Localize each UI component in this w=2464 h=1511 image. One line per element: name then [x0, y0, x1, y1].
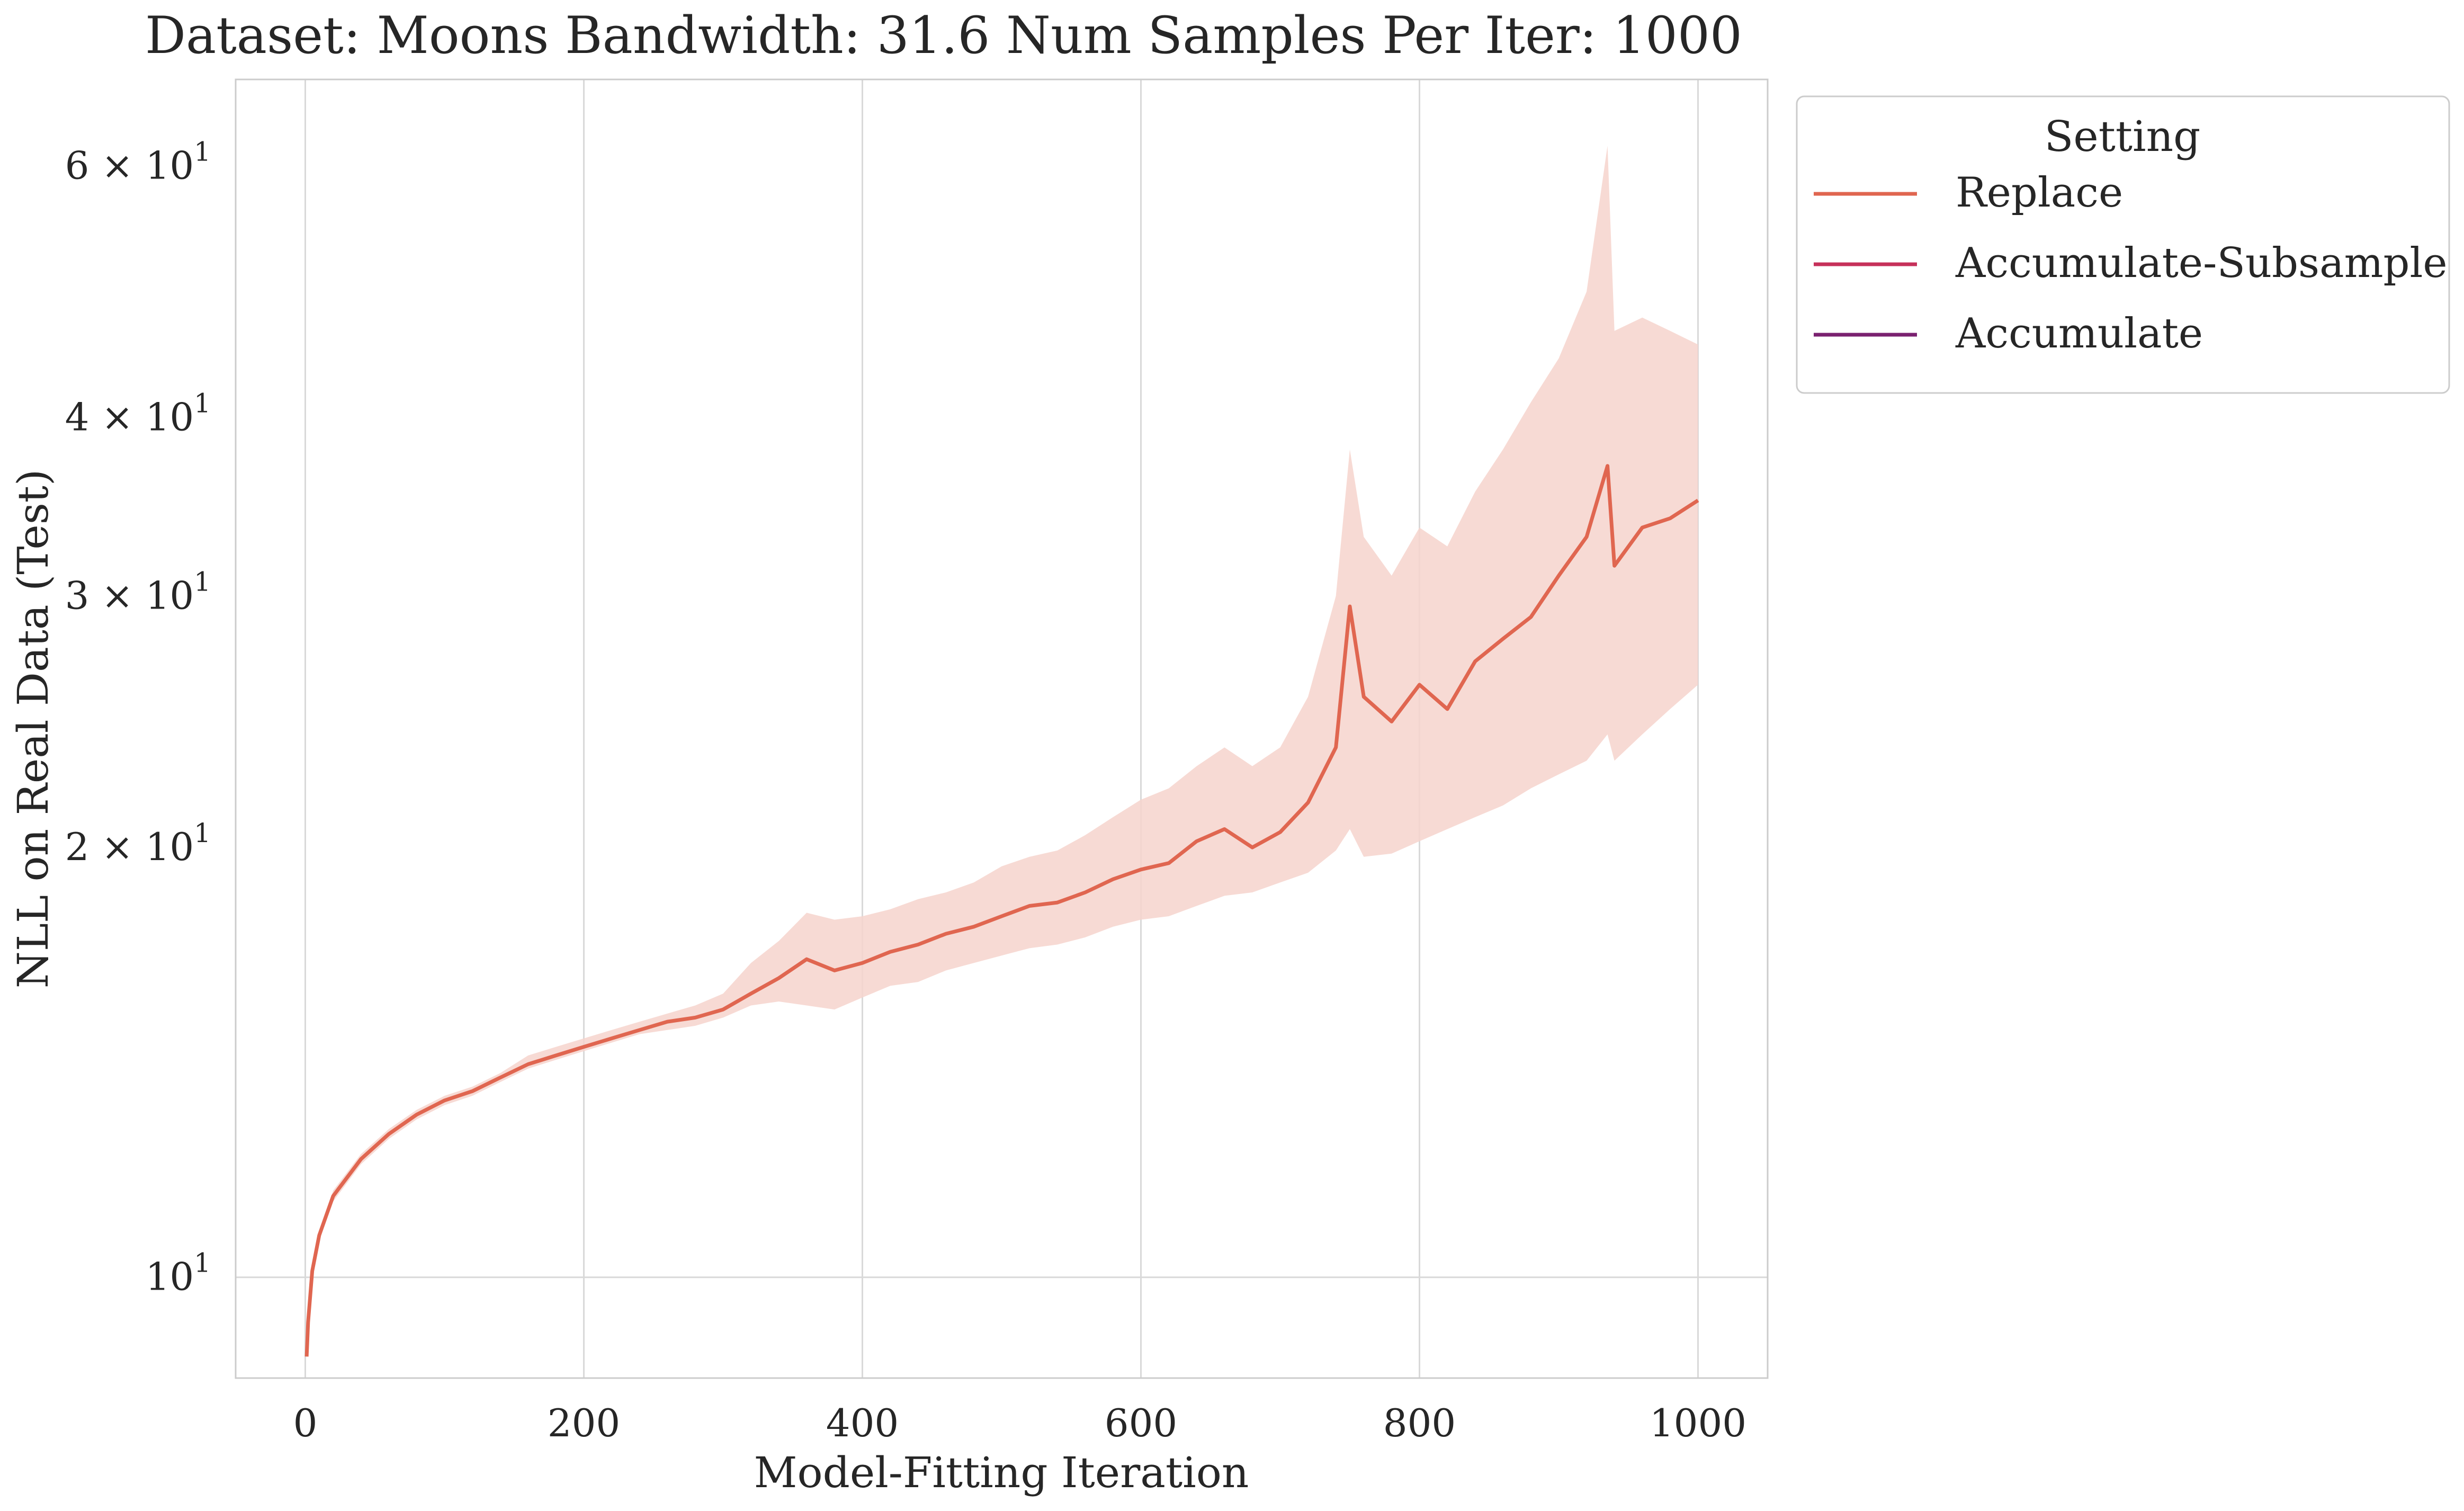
legend-label-0: Replace	[1956, 169, 2123, 217]
series-line-0	[304, 464, 1699, 1357]
legend-label-1: Accumulate-Subsample	[1955, 239, 2448, 287]
band-0	[307, 146, 1698, 1357]
legend-box	[1796, 95, 2450, 394]
x-tick-label-5: 1000	[1650, 1401, 1746, 1445]
y-axis-label: NLL on Real Data (Test)	[8, 469, 58, 988]
y-tick-label-0: 101	[146, 1248, 211, 1299]
y-axis-ticks: 101 2 × 101 3 × 101 4 × 101 6 × 101	[65, 137, 211, 1299]
y-tick-label-1: 2 × 101	[65, 818, 211, 869]
x-tick-label-0: 0	[293, 1401, 318, 1445]
legend-entries: Replace Accumulate-Subsample Accumulate	[1814, 169, 2448, 357]
y-tick-label-3: 4 × 101	[65, 388, 211, 439]
x-tick-label-4: 800	[1383, 1401, 1456, 1445]
confidence-bands	[307, 146, 1698, 1357]
legend: Setting Replace Accumulate-Subsample Accum…	[1796, 95, 2450, 394]
plot-frame	[235, 78, 1769, 1379]
legend-label-2: Accumulate	[1955, 310, 2203, 357]
x-axis-ticks: 0 200 400 600 800 1000	[293, 1401, 1747, 1445]
chart-title: Dataset: Moons Bandwidth: 31.6 Num Sampl…	[145, 6, 1742, 65]
x-tick-label-3: 600	[1105, 1401, 1177, 1445]
x-tick-label-2: 400	[826, 1401, 899, 1445]
grid	[236, 79, 1768, 1378]
legend-title: Setting	[2045, 112, 2201, 161]
x-tick-label-1: 200	[548, 1401, 620, 1445]
series-lines	[304, 464, 1699, 1357]
y-tick-label-4: 6 × 101	[65, 137, 211, 188]
y-tick-label-2: 3 × 101	[65, 566, 211, 618]
x-axis-label: Model-Fitting Iteration	[754, 1448, 1249, 1497]
